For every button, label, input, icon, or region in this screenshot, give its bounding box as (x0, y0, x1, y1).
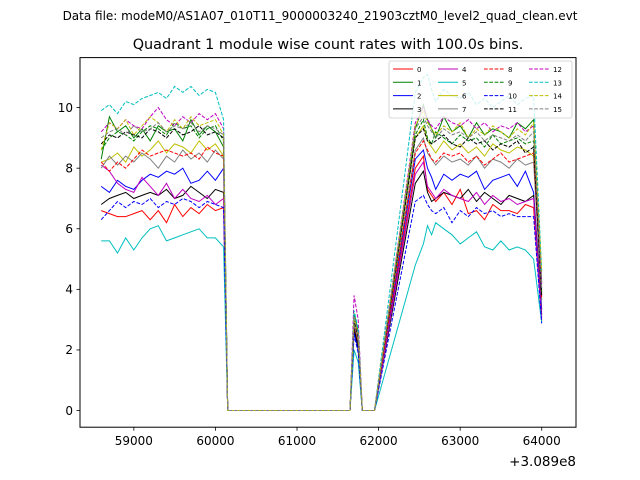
series-line-15 (100, 115, 543, 411)
legend-label: 15 (553, 106, 562, 114)
legend-label: 10 (508, 93, 517, 101)
legend-label: 11 (508, 106, 517, 114)
legend-label: 8 (508, 66, 512, 74)
legend-label: 7 (462, 106, 466, 114)
series-line-14 (100, 109, 543, 411)
legend-label: 14 (553, 93, 562, 101)
plot-lines (100, 73, 543, 411)
legend-label: 9 (508, 79, 512, 87)
x-tick-label: 61000 (278, 434, 316, 448)
legend-label: 4 (462, 66, 467, 74)
axes-ticks: 59000 60000 61000 62000 63000 64000 0 2 4 6 8 10 (58, 101, 561, 448)
legend-label: 1 (417, 79, 421, 87)
series-line-0 (101, 154, 543, 411)
y-tick-label: 6 (65, 222, 73, 236)
x-tick-label: 60000 (196, 434, 234, 448)
series-line-10 (100, 194, 543, 411)
series-line-6 (101, 124, 543, 411)
series-line-3 (100, 169, 543, 411)
y-tick-label: 8 (65, 161, 73, 175)
legend-label: 5 (462, 79, 466, 87)
legend-box (388, 60, 573, 119)
series-line-2 (100, 148, 543, 411)
legend-label: 6 (462, 93, 467, 101)
chart-title: Quadrant 1 module wise count rates with … (133, 37, 524, 53)
x-tick-label: 62000 (359, 434, 397, 448)
y-tick-label: 2 (65, 343, 73, 357)
plot-frame (79, 57, 577, 428)
y-tick-label: 4 (65, 283, 73, 297)
series-line-9 (100, 118, 543, 411)
series-line-5 (101, 221, 543, 411)
series-line-7 (100, 136, 543, 411)
series-line-12 (100, 106, 543, 411)
y-tick-label: 0 (65, 404, 73, 418)
legend-label: 0 (417, 66, 421, 74)
legend-label: 3 (417, 106, 421, 114)
x-tick-label: 59000 (115, 434, 153, 448)
x-tick-label: 63000 (441, 434, 479, 448)
series-line-8 (100, 139, 543, 411)
legend-label: 12 (553, 66, 562, 74)
x-tick-label: 64000 (523, 434, 561, 448)
chart-suptitle: Data file: modeM0/AS1A07_010T11_90000032… (63, 9, 578, 23)
series-line-11 (100, 125, 543, 411)
legend-label: 2 (417, 93, 421, 101)
x-offset-label: +3.089e8 (509, 454, 576, 470)
legend-label: 13 (553, 79, 562, 87)
y-tick-label: 10 (58, 101, 73, 115)
